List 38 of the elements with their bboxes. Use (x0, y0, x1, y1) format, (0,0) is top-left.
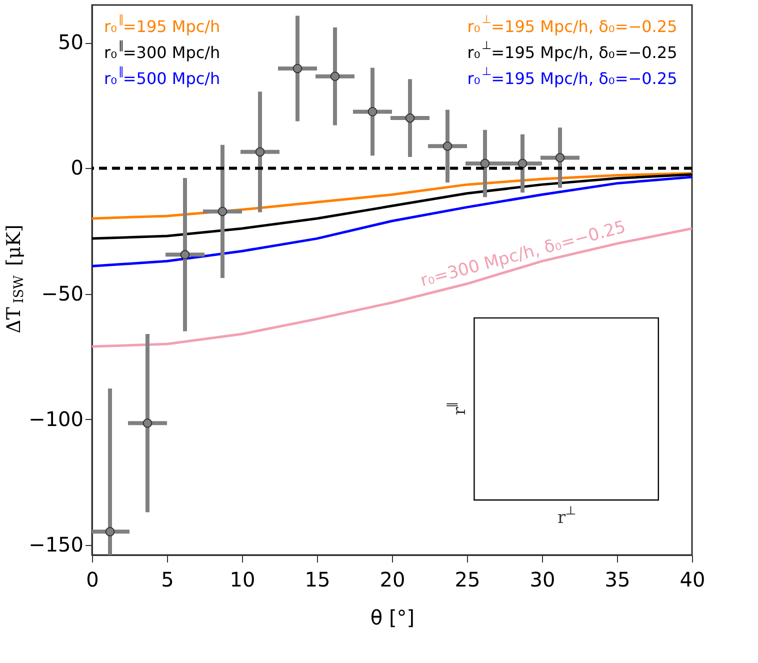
x-tick-label: 5 (161, 568, 174, 592)
point (180, 250, 190, 260)
point (480, 158, 490, 168)
point (255, 147, 265, 157)
text: r₀∥=500 Mpc/h (104, 64, 220, 88)
x-tick-label: 25 (454, 568, 480, 592)
y-tick-label: 0 (70, 156, 84, 180)
y-tick-label: −100 (28, 406, 84, 431)
text: r₀∥=195 Mpc/h (104, 12, 220, 36)
annotation: r∥ (446, 402, 470, 416)
point (330, 72, 340, 81)
x-tick-label: 30 (530, 568, 556, 592)
x-tick-label: 15 (304, 568, 330, 592)
annotation: r₀⊥=195 Mpc/h, δ₀=−0.25 (467, 64, 678, 88)
annotation: r₀⊥=195 Mpc/h, δ₀=−0.25 (467, 12, 678, 36)
x-tick-label: 0 (86, 568, 99, 592)
text: r₀∥=300 Mpc/h (104, 38, 220, 62)
point (105, 526, 115, 536)
point (405, 113, 415, 123)
point (518, 158, 528, 168)
point (142, 418, 152, 428)
point (555, 153, 565, 162)
y-tick-label: −50 (41, 281, 84, 306)
x-tick-label: 10 (230, 568, 256, 592)
x-tick-label: 40 (680, 568, 706, 592)
y-axis-title: ΔTISW [μK] (3, 224, 27, 334)
point (218, 206, 228, 216)
line-series (92, 172, 692, 220)
y-tick-label: −150 (28, 532, 84, 556)
point (442, 141, 452, 151)
x-tick-label: 20 (380, 568, 406, 592)
x-axis-title: θ [°] (370, 606, 415, 630)
point (292, 64, 302, 74)
annotation: r₀⊥=195 Mpc/h, δ₀=−0.25 (467, 38, 678, 62)
x-tick-label: 35 (604, 568, 630, 592)
annotation: r⊥ (557, 503, 576, 528)
point (368, 107, 378, 116)
y-tick-label: 50 (58, 30, 84, 54)
